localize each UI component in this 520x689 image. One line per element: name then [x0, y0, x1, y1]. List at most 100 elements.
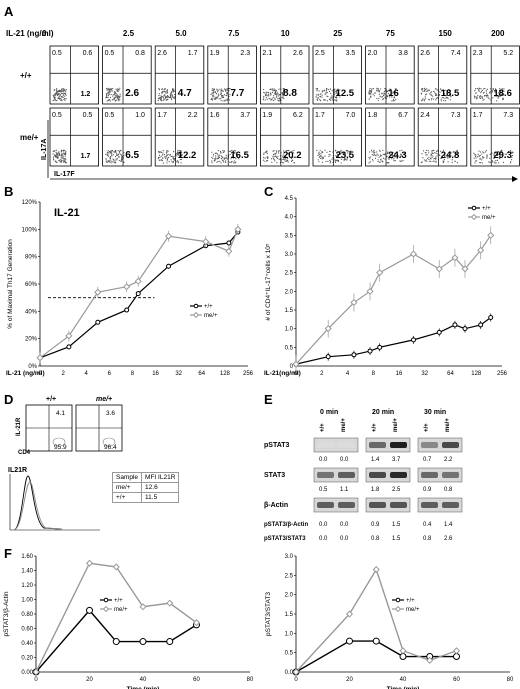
event-dot [370, 90, 373, 93]
event-dot [114, 91, 116, 93]
series-line-me [295, 567, 457, 673]
event-dot [321, 91, 323, 93]
data-point [435, 265, 443, 273]
legend-marker [470, 213, 478, 221]
event-dot [393, 96, 396, 98]
y-tick-label: 1.00 [21, 598, 33, 604]
event-dot [486, 156, 488, 158]
event-dot [426, 160, 428, 163]
event-dot [106, 151, 109, 154]
event-dot [481, 159, 483, 161]
event-dot [113, 96, 115, 98]
flow-plot: 2.6 1.7 4.7 [154, 45, 205, 105]
event-dot [286, 149, 288, 152]
event-dot [318, 154, 320, 156]
event-dot [170, 96, 172, 98]
data-point [292, 360, 300, 368]
event-dot [181, 154, 183, 156]
event-dot [382, 153, 384, 155]
event-dot [336, 96, 338, 98]
time-label: 30 min [424, 409, 446, 416]
event-dot [233, 160, 235, 162]
data-point [85, 559, 94, 567]
event-dot [111, 155, 113, 157]
event-dot [276, 150, 278, 152]
event-dot [285, 160, 287, 162]
event-dot [475, 154, 477, 156]
event-dot [163, 99, 165, 101]
event-dot [171, 90, 174, 92]
event-dot [55, 156, 58, 158]
event-dot [500, 89, 502, 91]
event-dot [223, 157, 225, 159]
event-dot [117, 95, 119, 97]
event-dot [171, 155, 173, 157]
band-value: 1.4 [371, 457, 380, 463]
event-dot [399, 160, 401, 162]
event-dot [435, 88, 437, 90]
ratio-value: 1.4 [444, 522, 453, 528]
data-point [134, 277, 142, 285]
event-dot [116, 158, 118, 160]
event-dot [277, 98, 279, 100]
event-dot [159, 151, 161, 153]
event-dot [324, 93, 326, 96]
event-dot [278, 100, 280, 102]
quad-ul: 0.5 [105, 50, 115, 57]
event-dot [55, 149, 57, 151]
event-dot [340, 157, 342, 159]
band-value: 0.7 [423, 457, 432, 463]
event-dot [481, 95, 483, 98]
quad-ur: 3.6 [106, 410, 115, 417]
event-dot [65, 158, 67, 160]
blot-band [421, 472, 438, 478]
event-dot [221, 156, 224, 159]
event-dot [335, 155, 337, 157]
event-dot [166, 150, 168, 152]
event-dot [496, 93, 498, 95]
event-dot [60, 93, 63, 95]
event-dot [64, 155, 66, 157]
event-dot [216, 158, 218, 160]
event-dot [170, 99, 173, 101]
y-tick-label: 1.0 [285, 327, 294, 333]
event-dot [372, 154, 374, 157]
event-dot [220, 162, 222, 164]
event-dot [337, 153, 340, 156]
event-dot [499, 95, 501, 98]
event-dot [53, 159, 55, 161]
quad-ur: 3.5 [346, 50, 356, 57]
event-dot [235, 152, 237, 154]
x-tick-label: 64 [447, 371, 454, 377]
event-dot [158, 88, 160, 90]
ratio-value: 0.0 [340, 536, 349, 542]
x-tick-label: 128 [220, 371, 231, 377]
event-dot [160, 155, 162, 157]
event-dot [480, 92, 482, 94]
event-dot [474, 154, 476, 156]
legend-marker [192, 311, 200, 319]
event-dot [218, 155, 220, 157]
data-point [225, 247, 233, 255]
event-dot [172, 160, 174, 163]
y-tick-label: 4.0 [285, 215, 294, 221]
event-dot [266, 95, 268, 97]
event-dot [226, 92, 228, 95]
event-dot [167, 150, 169, 152]
event-dot [441, 157, 443, 159]
quad-ur: 0.6 [83, 50, 93, 57]
event-dot [172, 161, 174, 164]
event-dot [158, 89, 161, 91]
x-axis-label: Time (min) [127, 686, 160, 689]
flow-plot: 1.9 6.2 20.2 [259, 107, 310, 167]
table-row-2-sample: +/+ [111, 492, 143, 503]
event-dot [222, 97, 224, 99]
event-dot [286, 160, 288, 162]
event-dot [273, 156, 275, 158]
data-point [478, 322, 484, 328]
x-tick-label: 0 [38, 371, 42, 377]
event-dot [479, 161, 481, 164]
event-dot [496, 100, 498, 102]
y-tick-label: 2.5 [285, 573, 294, 579]
event-dot [371, 89, 373, 91]
